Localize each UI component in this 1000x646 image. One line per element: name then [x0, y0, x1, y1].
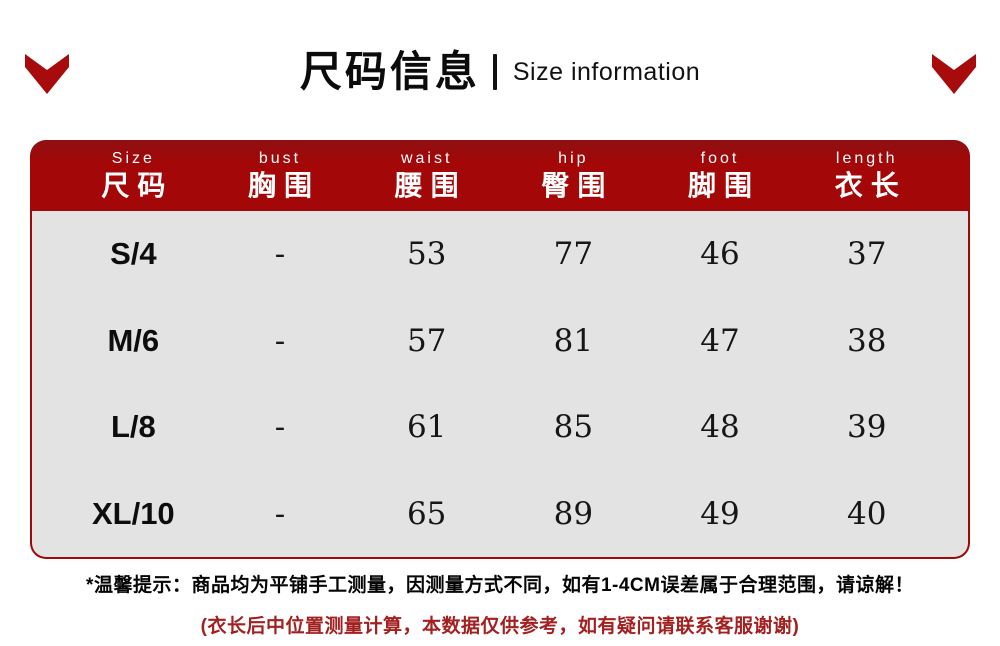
title-chinese: 尺码信息: [299, 48, 480, 95]
column-label-cn: 胸围: [248, 169, 321, 201]
cell-length: 37: [846, 236, 887, 273]
column-header-waist: waist 腰围: [353, 140, 500, 211]
cell-hip: 81: [553, 322, 594, 359]
cell-bust: -: [274, 409, 286, 446]
service-note: (衣长后中位置测量计算，本数据仅供参考，如有疑问请联系客服谢谢): [200, 616, 800, 637]
cell-waist: 61: [406, 409, 447, 446]
table-row-xl10: XL/10 - 65 89 49 40: [60, 471, 940, 558]
cell-foot: 48: [700, 409, 740, 446]
size-table: Size 尺码 bust 胸围 waist 腰围 hip 臀围 foot 脚围 …: [30, 140, 970, 559]
cell-bust: -: [274, 495, 286, 532]
column-label-en: bust: [258, 149, 302, 167]
title-english: Size information: [512, 57, 701, 86]
page-title: 尺码信息 Size information: [300, 51, 700, 93]
cell-length: 39: [846, 409, 887, 446]
column-label-cn: 衣长: [834, 169, 907, 201]
column-label-cn: 尺码: [101, 169, 174, 201]
chevron-down-icon-right: [932, 54, 976, 94]
cell-waist: 53: [406, 236, 447, 273]
cell-bust: -: [274, 322, 286, 359]
cell-size: M/6: [107, 322, 160, 358]
column-header-size: Size 尺码: [60, 140, 207, 211]
cell-hip: 85: [553, 409, 594, 446]
column-label-en: length: [835, 149, 898, 167]
footer-notes: *温馨提示：商品均为平铺手工测量，因测量方式不同，如有1-4CM误差属于合理范围…: [0, 570, 1000, 638]
column-header-bust: bust 胸围: [207, 140, 354, 211]
cell-foot: 47: [700, 322, 740, 359]
column-header-foot: foot 脚围: [647, 140, 794, 211]
column-label-cn: 腰围: [394, 169, 467, 201]
cell-length: 38: [846, 322, 887, 359]
cell-foot: 49: [700, 495, 740, 532]
size-table-body: S/4 - 53 77 46 37 M/6 - 57 81 47 38 L/8 …: [30, 211, 970, 559]
cell-bust: -: [274, 236, 286, 273]
cell-waist: 65: [406, 495, 447, 532]
column-label-cn: 臀围: [541, 169, 614, 201]
measurement-note: *温馨提示：商品均为平铺手工测量，因测量方式不同，如有1-4CM误差属于合理范围…: [86, 575, 914, 596]
cell-foot: 46: [700, 236, 740, 273]
header: 尺码信息 Size information: [0, 42, 1000, 102]
column-label-en: hip: [558, 149, 589, 167]
cell-size: L/8: [110, 409, 156, 445]
chevron-down-icon-left: [25, 54, 69, 94]
cell-hip: 77: [553, 236, 594, 273]
table-row-s4: S/4 - 53 77 46 37: [60, 211, 940, 298]
table-row-m6: M/6 - 57 81 47 38: [60, 298, 940, 385]
cell-size: S/4: [110, 236, 157, 272]
column-header-length: length 衣长: [793, 140, 940, 211]
column-header-hip: hip 臀围: [500, 140, 647, 211]
cell-waist: 57: [406, 322, 447, 359]
column-label-cn: 脚围: [688, 169, 761, 201]
column-label-en: waist: [400, 149, 453, 167]
cell-hip: 89: [553, 495, 594, 532]
size-table-header: Size 尺码 bust 胸围 waist 腰围 hip 臀围 foot 脚围 …: [30, 140, 970, 211]
table-row-l8: L/8 - 61 85 48 39: [60, 384, 940, 471]
column-label-en: Size: [111, 149, 155, 167]
column-label-en: foot: [700, 149, 740, 167]
title-divider: [492, 54, 497, 90]
cell-size: XL/10: [91, 495, 175, 531]
cell-length: 40: [846, 495, 887, 532]
